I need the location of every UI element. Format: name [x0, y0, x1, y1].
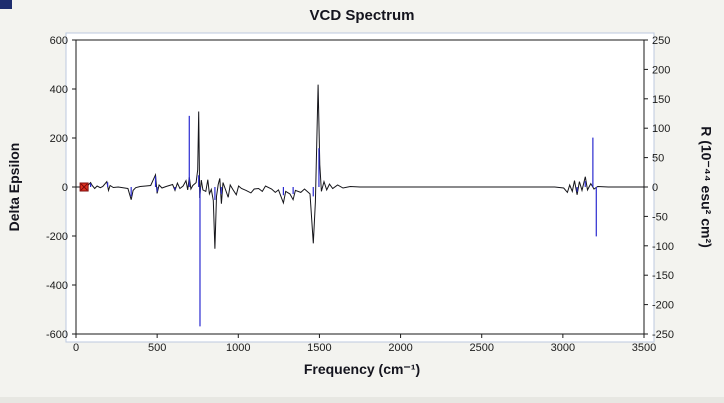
- axis-tick-label: -150: [652, 270, 674, 282]
- axis-tick-label: 500: [148, 342, 166, 354]
- window-bottom-edge: [0, 397, 724, 403]
- axis-tick-label: -100: [652, 241, 674, 253]
- axis-tick-label: 600: [50, 35, 68, 47]
- axis-tick-label: 0: [73, 342, 79, 354]
- axis-tick-label: 2500: [469, 342, 493, 354]
- window-edge-fragment: [0, 0, 12, 9]
- axis-tick-label: -250: [652, 329, 674, 341]
- cursor-marker-cross: [80, 183, 88, 191]
- axis-tick-label: 50: [652, 153, 664, 165]
- rotational-strength-sticks: [90, 115, 597, 327]
- axis-tick-label: 1500: [307, 342, 331, 354]
- spectrum-line: [76, 84, 644, 249]
- axis-tick-label: 200: [50, 133, 68, 145]
- chart-title: VCD Spectrum: [309, 7, 415, 24]
- axis-tick-label: 3000: [551, 342, 575, 354]
- axis-tick-label: -200: [652, 300, 674, 312]
- axis-tick-label: -600: [46, 329, 68, 341]
- axis-tick-label: 2000: [388, 342, 412, 354]
- axis-tick-label: 1000: [226, 342, 250, 354]
- axis-tick-label: -50: [652, 211, 668, 223]
- axis-tick-label: -200: [46, 231, 68, 243]
- axis-tick-label: -400: [46, 280, 68, 292]
- axis-tick-label: 0: [62, 182, 68, 194]
- axis-tick-label: 100: [652, 123, 670, 135]
- axis-tick-label: 200: [652, 64, 670, 76]
- axis-tick-label: 400: [50, 84, 68, 96]
- axis-tick-label: 150: [652, 94, 670, 106]
- axis-tick-label: 250: [652, 35, 670, 47]
- axis-tick-label: 0: [652, 182, 658, 194]
- x-axis-title: Frequency (cm⁻¹): [303, 361, 421, 377]
- axis-tick-label: 3500: [632, 342, 656, 354]
